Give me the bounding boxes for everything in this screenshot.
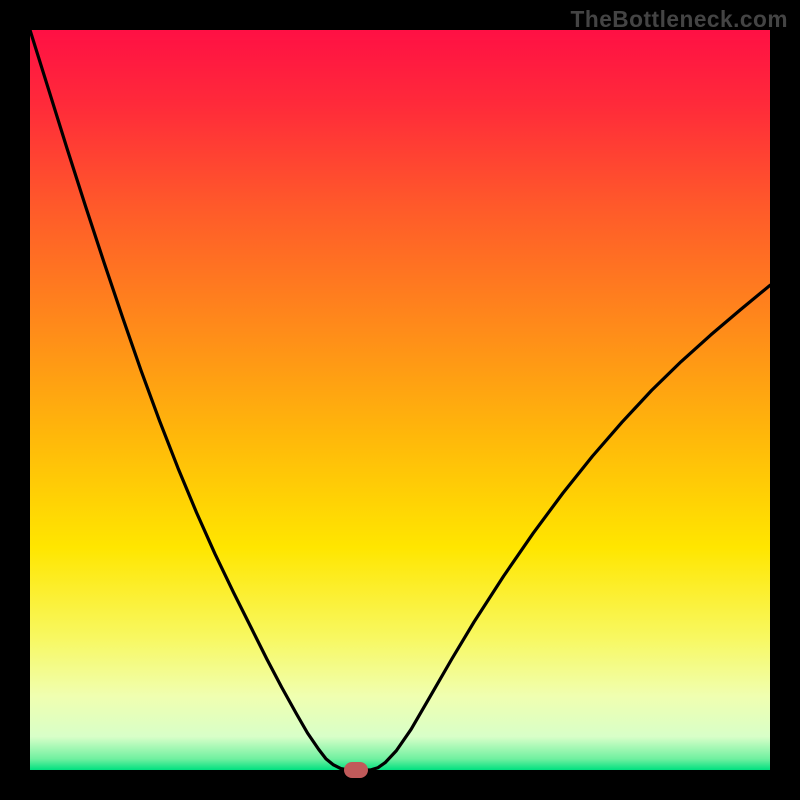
watermark-label: TheBottleneck.com xyxy=(571,6,788,33)
bottleneck-curve xyxy=(30,30,770,770)
chart-container: TheBottleneck.com xyxy=(0,0,800,800)
curve-path xyxy=(30,30,770,770)
sweet-spot-marker xyxy=(344,762,368,778)
plot-area xyxy=(30,30,770,770)
